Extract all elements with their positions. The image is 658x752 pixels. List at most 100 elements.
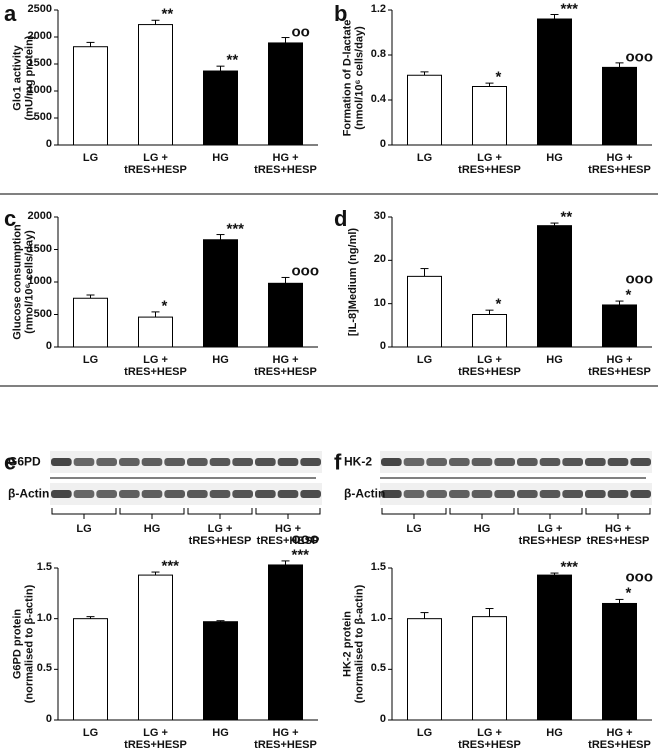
significance-marker: ooo * <box>625 568 654 602</box>
x-tick-label: LG + tRES+HESP <box>458 152 521 176</box>
blot-row-label: β-Actin <box>8 486 50 501</box>
blot-band <box>403 490 425 498</box>
bar <box>138 24 173 146</box>
y-tick-label: 0 <box>379 340 386 353</box>
blot-band <box>426 458 447 466</box>
bar <box>537 18 572 146</box>
bar <box>472 314 507 348</box>
y-tick-label: 20 <box>373 253 386 266</box>
blot-band <box>494 490 515 498</box>
bar <box>268 564 303 721</box>
x-tick-label: HG + tRES+HESP <box>254 354 317 378</box>
blot-band <box>471 458 493 466</box>
bar <box>268 282 303 348</box>
x-tick-label: LG <box>416 354 433 366</box>
y-tick-label: 2500 <box>27 3 52 16</box>
x-tick-label: HG <box>212 354 229 366</box>
bar <box>268 42 303 146</box>
significance-marker: ooo *** <box>291 530 320 564</box>
y-tick-label: 1.2 <box>370 3 386 16</box>
blot-strip <box>380 451 652 473</box>
significance-marker: ooo * <box>625 270 654 304</box>
blot-band <box>141 490 163 498</box>
y-tick-label: 0.5 <box>36 662 52 675</box>
blot-band <box>607 490 629 498</box>
group-label: LG <box>76 523 92 535</box>
y-tick-label: 1000 <box>27 84 52 97</box>
y-tick-label: 0 <box>45 138 52 151</box>
significance-marker: *** <box>560 558 579 576</box>
significance-marker: ** <box>560 208 573 226</box>
blot-band <box>494 458 515 466</box>
group-label: HG + tRES+HESP <box>586 523 650 547</box>
x-tick-label: LG <box>82 727 99 739</box>
y-tick-label: 0 <box>379 138 386 151</box>
group-label: HG <box>473 523 491 535</box>
blot-band <box>187 458 208 466</box>
y-tick-label: 1.0 <box>36 611 52 624</box>
blot-band <box>585 458 606 466</box>
x-tick-label: HG + tRES+HESP <box>588 354 651 378</box>
blot-band <box>119 490 140 498</box>
bar <box>73 297 108 348</box>
bar <box>407 74 442 146</box>
significance-marker: * <box>495 68 502 86</box>
blot-band <box>585 490 606 498</box>
blot-row-label: HK-2 <box>344 454 373 469</box>
blot-band <box>381 490 402 498</box>
y-tick-label: 10 <box>373 296 386 309</box>
y-tick-label: 1.0 <box>370 611 386 624</box>
x-tick-label: HG + tRES+HESP <box>588 727 651 751</box>
group-label: HG <box>143 523 161 535</box>
blot-band <box>119 458 140 466</box>
y-tick-label: 0 <box>379 713 386 726</box>
significance-marker: * <box>161 297 168 315</box>
bar <box>73 618 108 721</box>
bar <box>537 225 572 348</box>
blot-band <box>209 490 231 498</box>
x-tick-label: LG <box>82 354 99 366</box>
x-tick-label: LG <box>416 152 433 164</box>
blot-strip <box>380 483 652 505</box>
blot-strip <box>50 483 322 505</box>
group-label: HG + tRES+HESP <box>256 523 320 547</box>
bar <box>407 618 442 721</box>
group-bracket <box>255 508 321 519</box>
group-bracket <box>517 508 583 519</box>
x-tick-label: LG <box>82 152 99 164</box>
blot-band <box>277 458 299 466</box>
blot-band <box>630 490 651 498</box>
blot-band <box>562 458 583 466</box>
blot-band <box>403 458 425 466</box>
y-axis-label: G6PD protein (normalised to β-actin) <box>11 584 35 704</box>
blot-band <box>539 490 561 498</box>
bar <box>138 574 173 721</box>
bar <box>203 239 238 348</box>
blot-strip <box>50 451 322 473</box>
significance-marker: oo <box>291 22 310 40</box>
x-tick-label: HG <box>546 152 563 164</box>
blot-band <box>73 490 95 498</box>
significance-marker: ** <box>226 51 239 69</box>
bar <box>602 602 637 721</box>
blot-band <box>630 458 651 466</box>
x-tick-label: HG <box>212 727 229 739</box>
blot-band <box>539 458 561 466</box>
y-axis-label: Glo1 activity (mU/mg protein) <box>11 35 35 120</box>
y-tick-label: 0.5 <box>370 662 386 675</box>
x-tick-label: LG <box>416 727 433 739</box>
blot-band <box>232 458 253 466</box>
group-bracket <box>381 508 447 519</box>
panel-label: a <box>4 1 17 26</box>
y-tick-label: 0 <box>45 713 52 726</box>
blot-band <box>209 458 231 466</box>
blot-band <box>164 458 185 466</box>
blot-band <box>471 490 493 498</box>
blot-band <box>141 458 163 466</box>
blot-band <box>73 458 95 466</box>
y-tick-label: 2000 <box>27 210 52 223</box>
x-tick-label: LG + tRES+HESP <box>124 354 187 378</box>
y-tick-label: 30 <box>373 210 386 223</box>
y-axis-label: HK-2 protein (normalised to β-actin) <box>341 584 365 704</box>
